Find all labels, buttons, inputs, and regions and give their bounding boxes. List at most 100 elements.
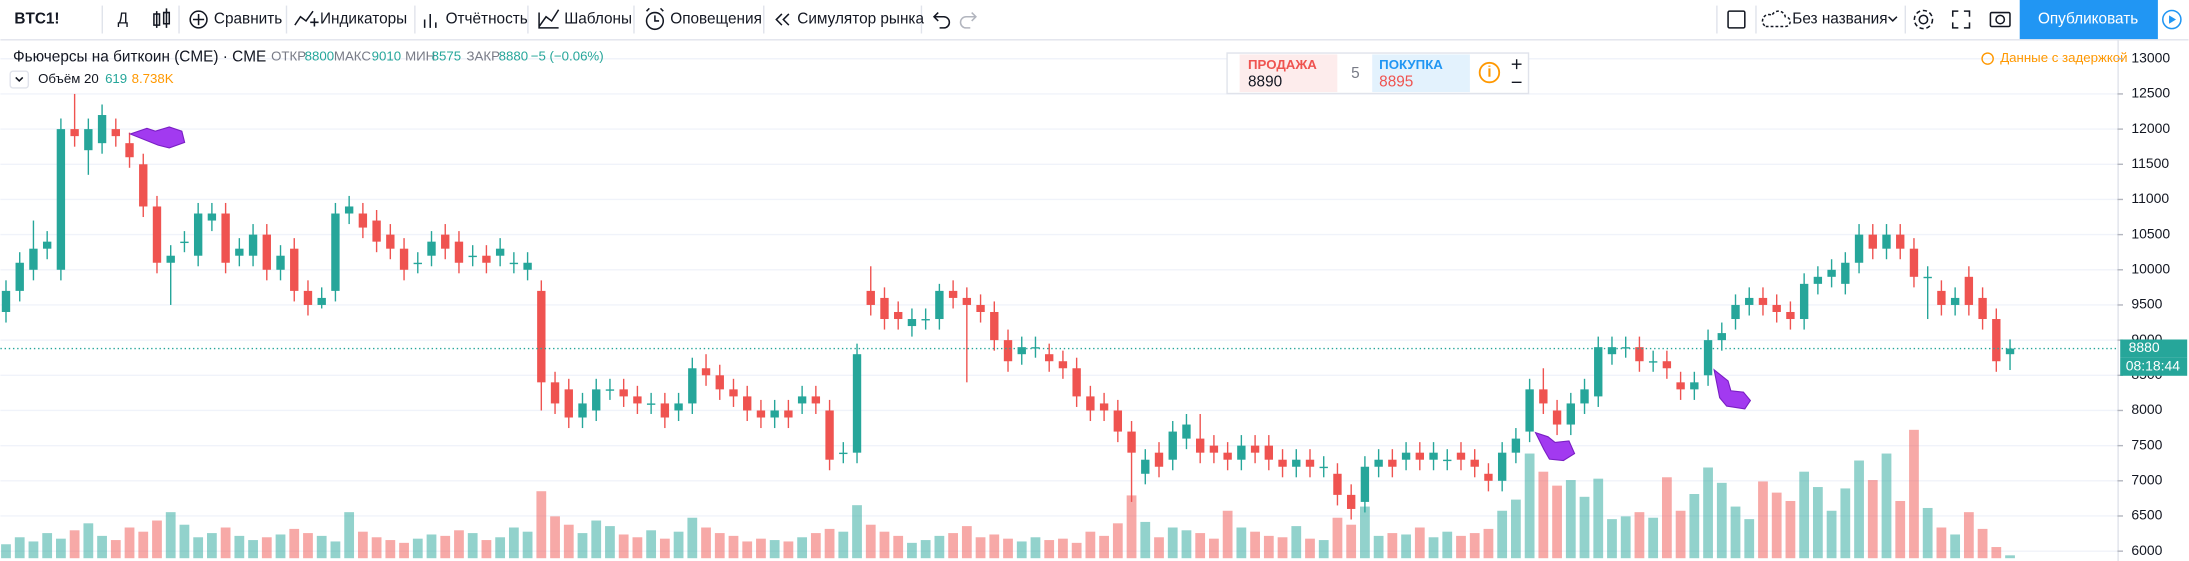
toolbar-button[interactable]: Сравнить (214, 11, 282, 28)
toolbar-button[interactable]: Индикаторы (320, 11, 407, 28)
sell-price[interactable]: 8890 (1248, 73, 1282, 90)
volume-label: Объём 20 (38, 71, 99, 86)
countdown-box (2120, 357, 2188, 376)
candle-body (1099, 403, 1109, 411)
indicators-icon[interactable] (294, 10, 319, 27)
candle-body (1690, 382, 1699, 390)
publish-button[interactable] (2019, 0, 2158, 40)
volume-bar (1593, 478, 1604, 559)
candle-body (743, 396, 752, 411)
symbol[interactable]: BTC1! (14, 11, 59, 28)
spread: 5 (1351, 65, 1360, 82)
candle-body (1882, 234, 1891, 249)
volume-bar (1867, 480, 1878, 559)
settings-icon[interactable] (1913, 9, 1934, 30)
candle-body (1154, 452, 1164, 467)
volume-bar (440, 535, 451, 559)
info-icon[interactable] (1478, 61, 1501, 84)
y-tick-label: 13000 (2131, 49, 2170, 65)
fullscreen-icon[interactable] (1951, 10, 1971, 29)
buy-price[interactable]: 8895 (1379, 73, 1413, 90)
candle-body (1868, 234, 1877, 249)
candle-body (1758, 297, 1768, 305)
zoom-buttons[interactable] (1511, 59, 1522, 84)
candle-body (1346, 494, 1356, 509)
candle-body (1264, 445, 1274, 460)
volume-bar (152, 520, 162, 559)
candle-body (1525, 389, 1534, 432)
buy-button[interactable] (1372, 54, 1470, 93)
undo-icon[interactable] (932, 12, 951, 29)
candle-body (42, 241, 52, 249)
compare-icon[interactable] (189, 10, 208, 29)
volume-bar (83, 523, 94, 559)
replay-button[interactable] (2162, 9, 2182, 30)
candle-body (1854, 234, 1864, 263)
volume-bar (1607, 519, 1617, 559)
redo-icon[interactable] (959, 12, 977, 29)
volume-bar (14, 537, 25, 559)
volume-bar (110, 540, 121, 559)
y-tick-label: 12000 (2131, 120, 2170, 136)
replay-icon[interactable] (775, 13, 790, 26)
volume-bar (605, 526, 615, 559)
volume-bar (1538, 471, 1549, 559)
candle-body (372, 220, 381, 242)
candle-body (605, 389, 615, 391)
candle-body (784, 410, 793, 418)
chevron[interactable] (1888, 16, 1898, 23)
volume-bar (1922, 507, 1933, 559)
volume-bar (1579, 496, 1590, 559)
volume-bar (961, 526, 972, 559)
y-tick-label: 10500 (2131, 225, 2170, 241)
chart-type-icon[interactable] (153, 8, 171, 28)
toolbar-button[interactable]: Симулятор рынка (797, 11, 924, 28)
volume-bar (1099, 535, 1109, 559)
publish-label[interactable]: Опубликовать (2038, 11, 2138, 28)
volume-bar (687, 517, 698, 559)
volume-bar (756, 538, 766, 559)
candle-body (139, 164, 148, 207)
candle-body (1443, 459, 1452, 462)
collapse-button[interactable] (9, 70, 30, 89)
volume-bar (920, 540, 931, 559)
volume-bar (824, 528, 835, 559)
countdown-label: 08:18:44 (2126, 357, 2181, 373)
select-icon[interactable] (1727, 10, 1746, 29)
volume-bar (1648, 517, 1659, 559)
toolbar-button[interactable]: Отчётность (446, 11, 528, 28)
hand-drawing (128, 126, 1752, 462)
play-icon (2169, 15, 2177, 24)
volume-bar (234, 535, 245, 559)
candle-body (1182, 424, 1191, 439)
sell-button[interactable] (1239, 54, 1338, 93)
volume-bar (1799, 471, 1810, 559)
snapshot-icon[interactable] (1989, 11, 2011, 28)
volume-bar (577, 533, 588, 559)
templates-icon[interactable] (538, 9, 560, 29)
sell-label[interactable]: ПРОДАЖА (1248, 57, 1317, 72)
candle-body (1388, 459, 1397, 467)
financials-icon[interactable] (423, 13, 437, 28)
alerts-icon[interactable] (645, 7, 665, 31)
buy-label[interactable]: ПОКУПКА (1379, 57, 1443, 72)
candle-body (797, 396, 807, 404)
toolbar-button[interactable]: Шаблоны (564, 11, 632, 28)
low-value: 8575 (432, 49, 461, 64)
interval[interactable]: Д (118, 11, 129, 28)
layout-name[interactable]: Без названия (1792, 11, 1887, 28)
volume-bar (1277, 537, 1288, 559)
candle-body (441, 234, 450, 249)
toolbar (0, 0, 2189, 40)
y-tick-label: 7500 (2131, 436, 2162, 452)
candle-body (358, 213, 368, 228)
volume-bar (989, 534, 1000, 559)
candle-body (756, 410, 766, 418)
toolbar-button[interactable]: Оповещения (670, 11, 762, 28)
volume-bar (1469, 533, 1480, 559)
y-tick-label: 10000 (2131, 260, 2170, 276)
candle-body (1484, 473, 1493, 481)
candle-body (852, 354, 862, 453)
volume-bar (714, 533, 725, 559)
